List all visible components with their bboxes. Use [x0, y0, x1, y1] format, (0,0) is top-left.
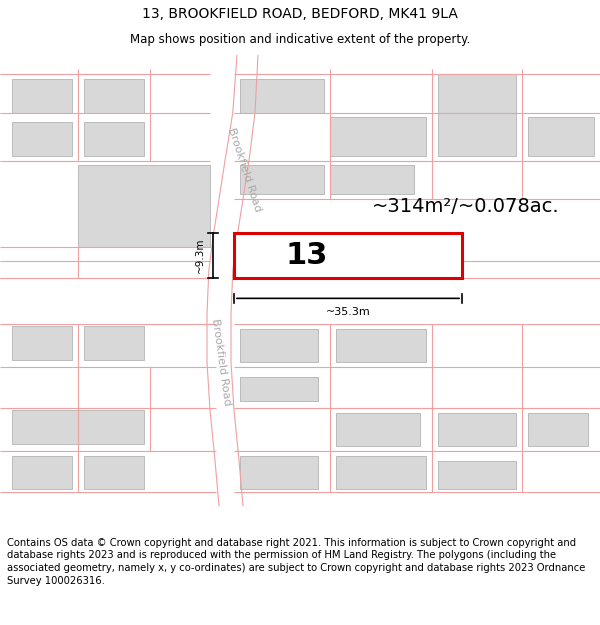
- Text: ~314m²/~0.078ac.: ~314m²/~0.078ac.: [372, 197, 560, 216]
- Text: ~9.3m: ~9.3m: [195, 238, 205, 273]
- Bar: [12, 122, 72, 156]
- Bar: [240, 166, 324, 194]
- Bar: [240, 456, 318, 489]
- Bar: [330, 166, 414, 194]
- Text: Map shows position and indicative extent of the property.: Map shows position and indicative extent…: [130, 33, 470, 46]
- Bar: [240, 377, 318, 401]
- Text: Contains OS data © Crown copyright and database right 2021. This information is : Contains OS data © Crown copyright and d…: [7, 538, 586, 586]
- Bar: [375, 235, 453, 276]
- Bar: [438, 412, 516, 446]
- Bar: [12, 456, 72, 489]
- Bar: [528, 118, 594, 156]
- Bar: [336, 412, 420, 446]
- Bar: [12, 326, 72, 360]
- Bar: [330, 118, 426, 156]
- Bar: [84, 79, 144, 112]
- Bar: [78, 166, 210, 247]
- Bar: [240, 329, 318, 362]
- Bar: [438, 74, 516, 156]
- Bar: [528, 412, 588, 446]
- Bar: [234, 232, 462, 278]
- Bar: [240, 79, 324, 112]
- Bar: [84, 122, 144, 156]
- Bar: [336, 456, 426, 489]
- Bar: [12, 410, 144, 444]
- Text: Brookfield Road: Brookfield Road: [210, 318, 232, 406]
- Text: Brookfield Road: Brookfield Road: [226, 127, 263, 214]
- Text: 13, BROOKFIELD ROAD, BEDFORD, MK41 9LA: 13, BROOKFIELD ROAD, BEDFORD, MK41 9LA: [142, 7, 458, 21]
- Bar: [12, 79, 72, 112]
- Bar: [84, 326, 144, 360]
- Text: Ouse Road: Ouse Road: [330, 264, 386, 274]
- Text: ~35.3m: ~35.3m: [326, 307, 370, 317]
- Bar: [336, 329, 426, 362]
- Bar: [438, 461, 516, 489]
- Bar: [84, 456, 144, 489]
- Text: 13: 13: [286, 241, 328, 270]
